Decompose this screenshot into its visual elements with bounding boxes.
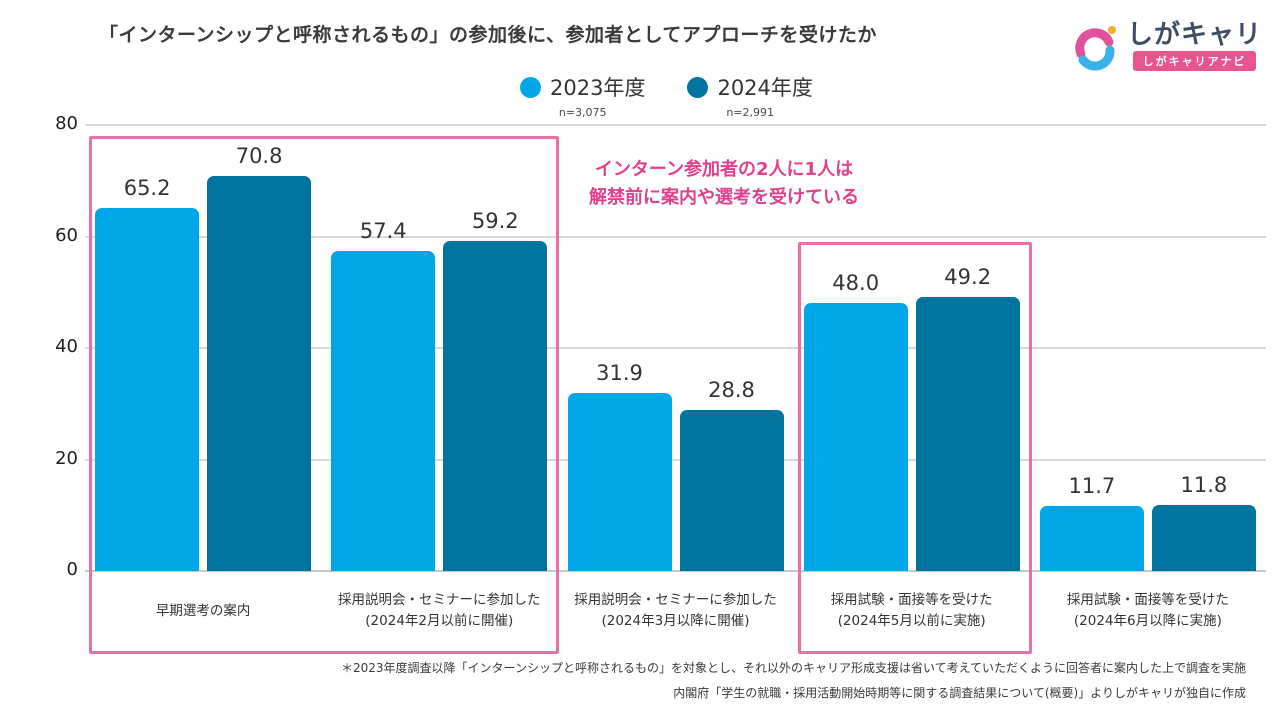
x-axis-category-label: 採用試験・面接等を受けた (2024年5月以前に実施) (830, 592, 993, 629)
bar-group3-2024年度 (679, 410, 784, 571)
legend-item-2024: 2024年度 n=2,991 (687, 72, 813, 119)
bar-group1-2024年度 (207, 176, 312, 571)
bar-value-label: 49.2 (944, 264, 992, 289)
legend-label-2024: 2024年度 (717, 76, 813, 100)
gridline (85, 124, 1266, 126)
x-axis-category-label: 採用説明会・セミナーに参加した (2024年3月以降に開催) (574, 592, 777, 629)
bar-value-label: 11.7 (1068, 473, 1116, 498)
bar-group4-2024年度 (915, 296, 1020, 571)
highlight-box-1 (89, 136, 560, 654)
x-axis-category-label: 早期選考の案内 (155, 602, 251, 619)
legend-n-2024: n=2,991 (726, 106, 775, 119)
y-axis-tick-label: 20 (55, 447, 78, 469)
y-axis-tick-label: 0 (66, 559, 78, 580)
footnote-1: ＊2023年度調査以降「インターンシップと呼称されるもの」を対象とし、それ以外の… (341, 661, 1246, 675)
bar-value-label: 48.0 (832, 271, 880, 296)
bar-value-label: 31.9 (596, 361, 643, 386)
annotation-line-2: 解禁前に案内や選考を受けている (589, 187, 859, 208)
bar-group2-2024年度 (443, 240, 548, 571)
page-title: 「インターンシップと呼称されるもの」の参加後に、参加者としてアプローチを受けたか (99, 24, 877, 46)
gridline (85, 235, 1266, 238)
legend-dot-2023-icon (520, 76, 541, 98)
bar-group2-2023年度 (331, 250, 436, 571)
highlight-box-2 (797, 241, 1032, 654)
y-axis-tick-label: 60 (55, 224, 78, 246)
legend-label-2023: 2023年度 (550, 76, 646, 100)
bar-value-label: 11.8 (1180, 473, 1228, 498)
bar-group4-2023年度 (803, 303, 908, 571)
bar-group3-2023年度 (567, 393, 672, 571)
annotation-line-1: インターン参加者の2人に1人は (594, 159, 854, 180)
legend-n-2023: n=3,075 (558, 106, 607, 119)
bar-group5-2023年度 (1039, 505, 1144, 571)
logo-tagline-badge: しがキャリアナビ (1132, 51, 1257, 72)
bar-value-label: 57.4 (359, 218, 407, 243)
bar-value-label: 70.8 (235, 144, 283, 169)
footnote-2: 内閣府「学生の就職・採用活動開始時期等に関する調査結果について(概要)」よりしが… (673, 686, 1246, 700)
logo-yellow-dot (1107, 25, 1116, 34)
legend-item-2023: 2023年度 n=3,075 (520, 72, 645, 119)
chart-legend: 2023年度 n=3,075 2024年度 n=2,991 (520, 72, 813, 119)
y-axis-tick-label: 40 (55, 336, 78, 357)
x-axis-category-label: 採用説明会・セミナーに参加した (2024年2月以前に開催) (338, 592, 541, 629)
bar-value-label: 65.2 (123, 175, 171, 200)
bar-value-label: 28.8 (708, 378, 755, 403)
shigacareer-logo-icon (1075, 25, 1116, 71)
footnotes: ＊2023年度調査以降「インターンシップと呼称されるもの」を対象とし、それ以外の… (341, 656, 1246, 706)
gridline (85, 458, 1266, 461)
bar-group1-2023年度 (95, 207, 200, 571)
gridline (85, 347, 1266, 349)
shigacareer-logo: しがキャリ しがキャリアナビ (1073, 20, 1262, 72)
legend-dot-2024-icon (687, 76, 709, 98)
logo-name: しがキャリ (1126, 20, 1262, 50)
y-axis-tick-label: 80 (55, 113, 78, 134)
x-axis-category-label: 採用試験・面接等を受けた (2024年6月以降に実施) (1066, 592, 1229, 629)
bar-value-label: 59.2 (471, 208, 519, 233)
x-axis-line (85, 570, 1266, 572)
bar-group5-2024年度 (1151, 505, 1256, 571)
annotation-callout: インターン参加者の2人に1人は 解禁前に案内や選考を受けている (556, 156, 892, 212)
